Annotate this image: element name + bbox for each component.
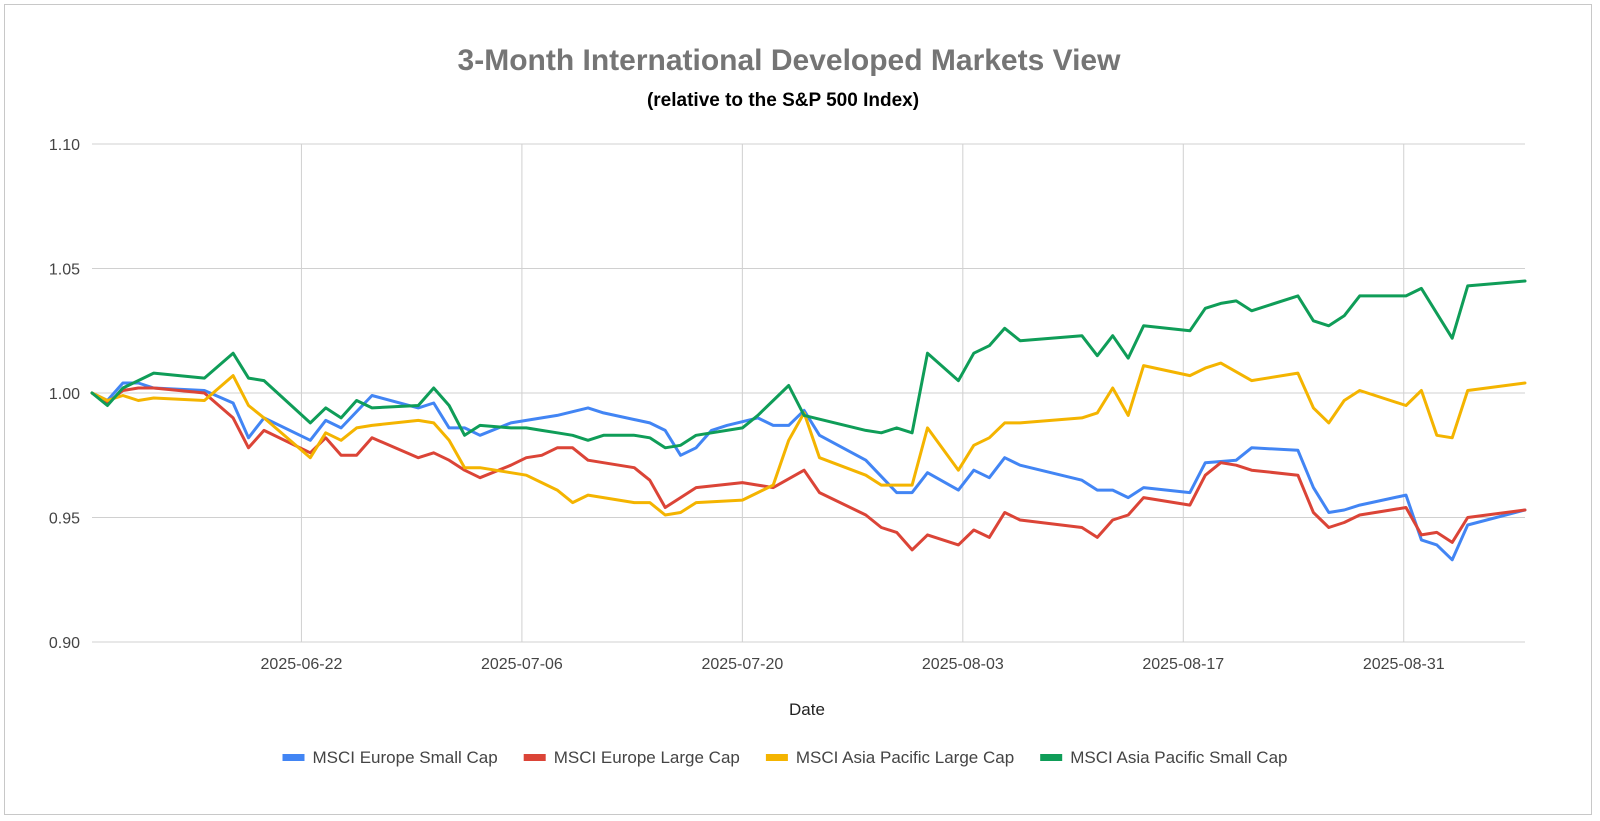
legend-swatch — [523, 754, 546, 761]
y-tick-label: 0.90 — [49, 635, 80, 652]
legend-label: MSCI Asia Pacific Small Cap — [1070, 748, 1287, 767]
x-tick-label: 2025-08-17 — [1142, 656, 1224, 673]
y-tick-label: 1.10 — [49, 137, 80, 154]
legend: MSCI Europe Small Cap MSCI Europe Large C… — [282, 748, 1287, 767]
legend-swatch — [1040, 754, 1063, 761]
y-tick-label: 0.95 — [49, 511, 80, 528]
legend-swatch — [765, 754, 788, 761]
legend-item[interactable]: MSCI Europe Small Cap — [282, 748, 498, 767]
chart-title: 3-Month International Developed Markets … — [458, 44, 1122, 77]
legend-item[interactable]: MSCI Europe Large Cap — [523, 748, 740, 767]
chart-subtitle: (relative to the S&P 500 Index) — [647, 90, 919, 111]
legend-item[interactable]: MSCI Asia Pacific Small Cap — [1040, 748, 1287, 767]
legend-label: MSCI Asia Pacific Large Cap — [796, 748, 1014, 767]
x-tick-label: 2025-08-31 — [1363, 656, 1445, 673]
series-line-msci-europe-small-cap — [90, 381, 1527, 562]
legend-item[interactable]: MSCI Asia Pacific Large Cap — [765, 748, 1014, 767]
y-tick-label: 1.05 — [49, 262, 80, 279]
x-axis-ticks: 2025-06-22 2025-07-06 2025-07-20 2025-08-03… — [261, 656, 1445, 673]
y-axis-ticks: 0.90 0.95 1.00 1.05 1.10 — [49, 137, 80, 652]
legend-label: MSCI Europe Large Cap — [554, 748, 740, 767]
x-tick-label: 2025-07-20 — [701, 656, 783, 673]
chart-canvas: 3-Month International Developed Markets … — [49, 44, 1527, 767]
chart-frame: 3-Month International Developed Markets … — [4, 4, 1592, 815]
grid — [92, 143, 1525, 643]
x-tick-label: 2025-06-22 — [261, 656, 343, 673]
series-line-msci-asia-pacific-small-cap — [90, 279, 1527, 450]
x-tick-label: 2025-08-03 — [922, 656, 1004, 673]
y-tick-label: 1.00 — [49, 386, 80, 403]
legend-swatch — [282, 754, 305, 761]
x-tick-label: 2025-07-06 — [481, 656, 563, 673]
series-line-msci-asia-pacific-large-cap — [90, 361, 1527, 517]
series-lines — [90, 279, 1527, 562]
legend-label: MSCI Europe Small Cap — [313, 748, 498, 767]
x-axis-title: Date — [789, 700, 825, 719]
series-line-msci-europe-large-cap — [90, 386, 1527, 552]
